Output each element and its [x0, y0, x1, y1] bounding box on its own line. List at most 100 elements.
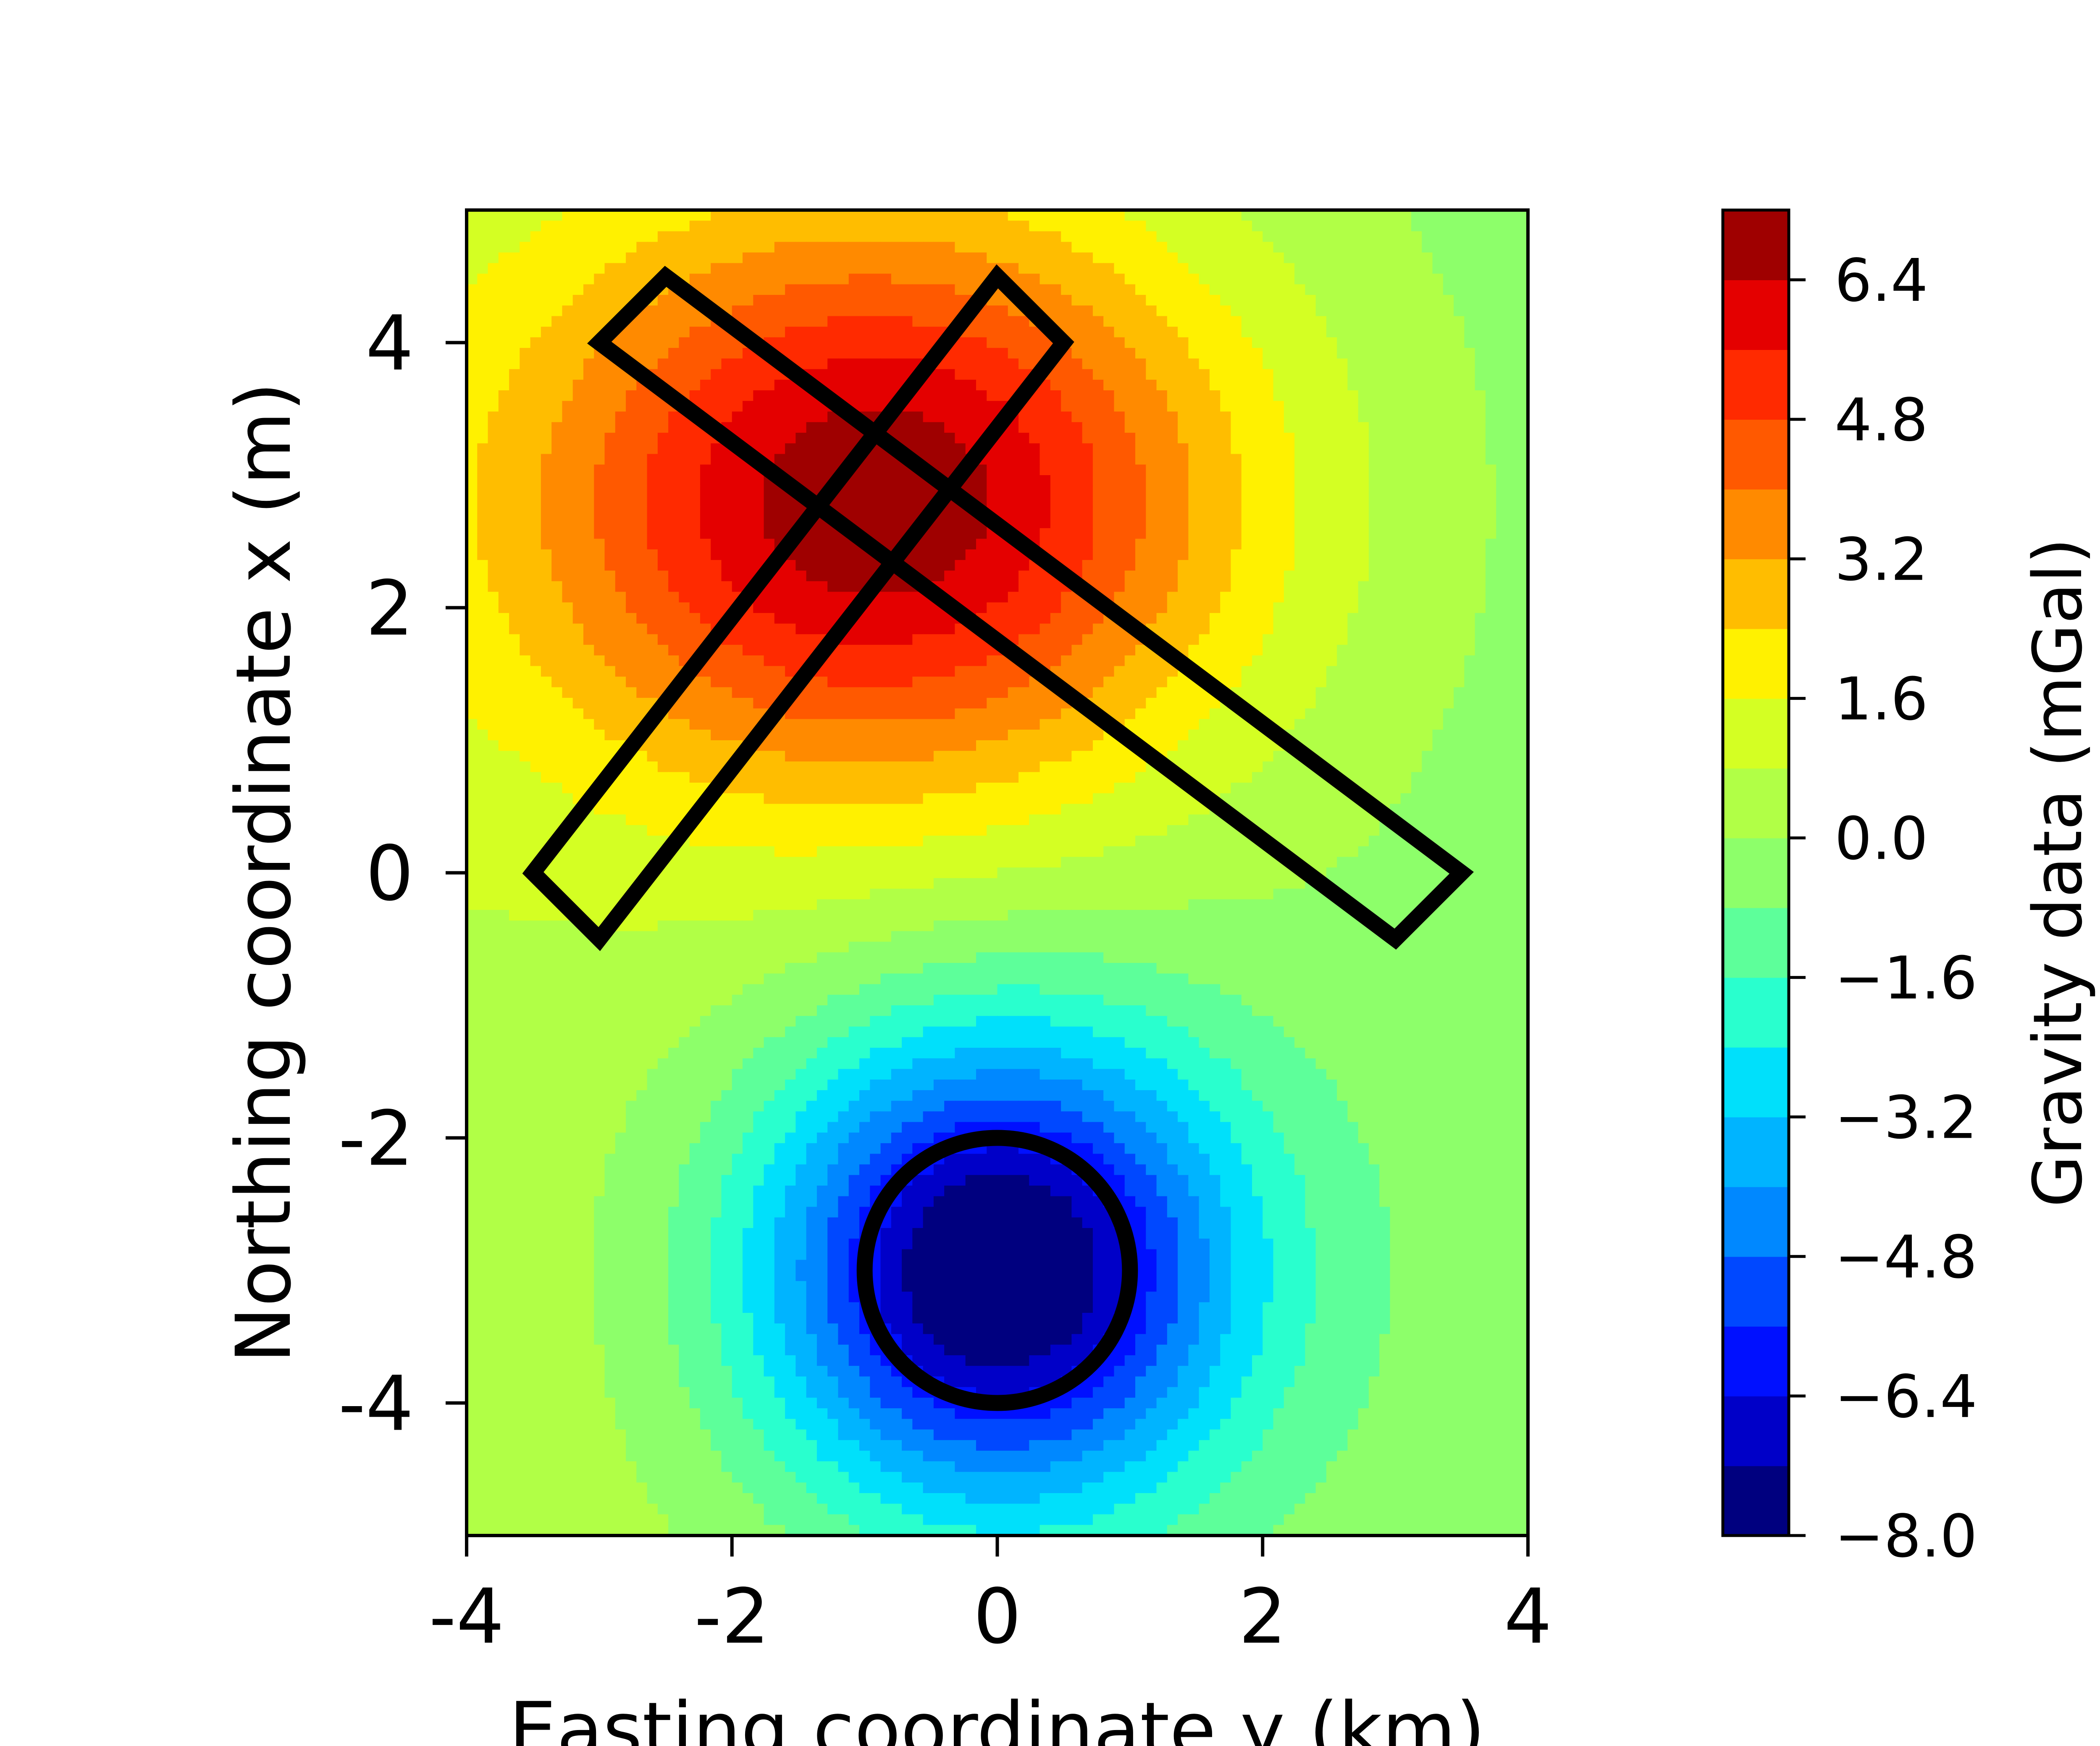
field-cell	[498, 507, 509, 518]
field-cell	[636, 571, 648, 582]
field-cell	[795, 464, 807, 476]
field-cell	[785, 592, 796, 603]
field-cell	[1464, 210, 1475, 221]
field-cell	[848, 581, 860, 592]
field-cell	[498, 454, 509, 465]
field-cell	[891, 708, 902, 720]
field-cell	[604, 719, 616, 730]
field-cell	[594, 592, 605, 603]
field-cell	[1231, 379, 1242, 391]
field-cell	[870, 644, 881, 656]
field-cell	[1496, 560, 1507, 571]
field-cell	[1188, 305, 1200, 317]
field-cell	[1156, 337, 1168, 349]
field-cell	[1082, 475, 1093, 486]
field-cell	[679, 422, 690, 433]
field-cell	[1103, 666, 1115, 677]
field-cell	[477, 507, 488, 518]
field-cell	[1008, 496, 1019, 507]
field-cell	[1188, 422, 1200, 433]
field-cell	[1040, 698, 1051, 709]
field-cell	[1018, 676, 1030, 688]
field-cell	[1209, 348, 1221, 359]
field-cell	[1061, 528, 1072, 539]
field-cell	[1156, 348, 1168, 359]
field-cell	[732, 422, 743, 433]
field-cell	[509, 358, 520, 370]
field-cell	[520, 719, 531, 730]
field-cell	[572, 644, 584, 656]
field-cell	[1422, 708, 1433, 720]
field-cell	[1146, 358, 1157, 370]
field-cell	[467, 252, 478, 264]
field-cell	[1294, 507, 1306, 518]
field-cell	[1188, 486, 1200, 497]
field-cell	[572, 528, 584, 539]
field-cell	[1485, 549, 1497, 560]
field-cell	[1114, 560, 1125, 571]
field-cell	[1464, 549, 1475, 560]
field-cell	[689, 348, 701, 359]
field-cell	[955, 210, 966, 221]
field-cell	[467, 549, 478, 560]
field-cell	[657, 507, 669, 518]
field-cell	[1284, 592, 1295, 603]
field-cell	[1146, 454, 1157, 465]
field-cell	[1347, 295, 1359, 306]
field-cell	[1092, 539, 1104, 550]
field-cell	[1018, 231, 1030, 242]
field-cell	[764, 242, 775, 253]
field-cell	[1167, 539, 1178, 550]
field-cell	[711, 655, 722, 667]
field-cell	[1485, 644, 1497, 656]
field-cell	[636, 687, 648, 698]
field-cell	[657, 581, 669, 592]
field-cell	[467, 464, 478, 476]
field-cell	[785, 401, 796, 412]
field-cell	[594, 687, 605, 698]
field-cell	[551, 602, 563, 614]
field-cell	[562, 316, 573, 327]
field-cell	[1273, 369, 1284, 380]
field-cell	[700, 284, 711, 295]
field-cell	[509, 411, 520, 423]
field-cell	[1071, 263, 1083, 274]
field-cell	[657, 348, 669, 359]
field-cell	[1485, 210, 1497, 221]
field-cell	[1209, 708, 1221, 720]
field-cell	[1485, 571, 1497, 582]
field-cell	[1050, 242, 1062, 253]
field-cell	[923, 263, 934, 274]
field-cell	[1156, 422, 1168, 433]
field-cell	[902, 634, 913, 645]
field-cell	[859, 369, 871, 380]
field-cell	[933, 634, 945, 645]
field-cell	[689, 369, 701, 380]
field-cell	[743, 369, 754, 380]
field-cell	[1368, 326, 1380, 338]
field-cell	[1018, 602, 1030, 614]
field-cell	[1337, 666, 1348, 677]
field-cell	[647, 475, 658, 486]
field-cell	[1390, 634, 1401, 645]
field-cell	[626, 337, 637, 349]
field-cell	[1008, 379, 1019, 391]
field-cell	[1178, 411, 1189, 423]
field-cell	[1454, 655, 1465, 667]
field-cell	[1029, 528, 1040, 539]
field-cell	[498, 634, 509, 645]
field-cell	[764, 316, 775, 327]
field-cell	[668, 242, 680, 253]
field-cell	[1029, 252, 1040, 264]
field-cell	[1146, 549, 1157, 560]
field-cell	[1337, 433, 1348, 444]
field-cell	[944, 698, 956, 709]
field-cell	[689, 231, 701, 242]
field-cell	[551, 390, 563, 402]
field-cell	[1432, 295, 1444, 306]
field-cell	[657, 305, 669, 317]
field-cell	[1050, 231, 1062, 242]
field-cell	[1220, 295, 1231, 306]
field-cell	[1146, 517, 1157, 529]
field-cell	[594, 634, 605, 645]
